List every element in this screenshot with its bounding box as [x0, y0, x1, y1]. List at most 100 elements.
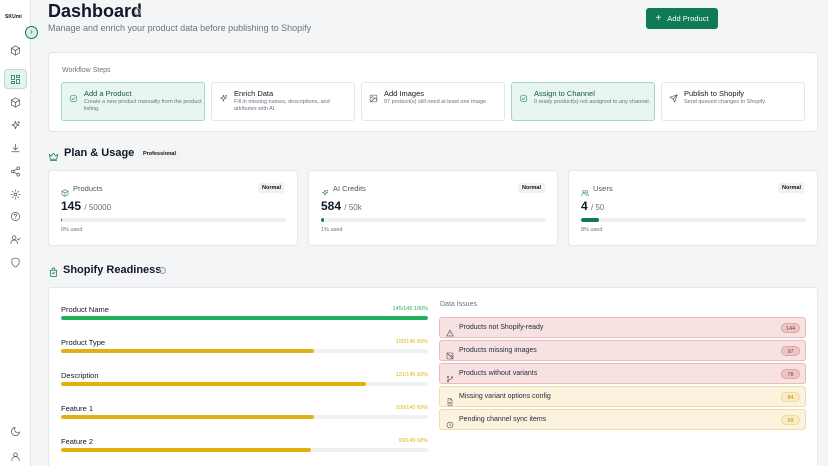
usage-count: 584: [321, 199, 342, 213]
sidebar-item-users[interactable]: [4, 229, 27, 249]
workflow-step-add-product[interactable]: Add a Product Create a new product manua…: [61, 82, 205, 121]
add-product-label: Add Product: [667, 14, 709, 23]
workflow-step-enrich-data[interactable]: Enrich Data Fill in missing names, descr…: [211, 82, 355, 121]
sidebar-item-products[interactable]: [4, 40, 27, 60]
usage-progress: [581, 218, 806, 222]
cube-icon: [11, 45, 20, 55]
workflow-step-publish[interactable]: Publish to Shopify Send queued changes t…: [661, 82, 805, 121]
sidebar-item-settings[interactable]: [4, 184, 27, 204]
usage-progress-fill: [321, 218, 324, 222]
sidebar-item-help[interactable]: [4, 206, 27, 226]
field-name: Product Type: [61, 338, 106, 347]
theme-toggle-icon: [11, 426, 20, 436]
data-issues-title: Data Issues: [440, 301, 477, 308]
issue-count-badge: 144: [781, 323, 800, 333]
readiness-panel: Product Name 145/145 100% Product Type 1…: [48, 287, 818, 466]
issue-count-badge: 69: [781, 415, 800, 425]
usage-percent: 8% used: [581, 227, 603, 233]
issue-missing-images[interactable]: Products missing images 97: [439, 340, 806, 361]
field-name: Feature 1: [61, 404, 94, 413]
add-product-button[interactable]: + Add Product: [646, 8, 718, 29]
field-progress: [61, 316, 428, 320]
sidebar: SKUmi: [0, 0, 31, 466]
sidebar-item-channels[interactable]: [4, 161, 27, 181]
issue-label: Products missing images: [459, 347, 537, 354]
user-check-icon: [10, 234, 21, 244]
info-icon[interactable]: ⓘ: [159, 267, 166, 274]
plan-usage-title: Plan & Usage: [64, 147, 135, 159]
sidebar-collapse-button[interactable]: ›: [25, 26, 38, 39]
sidebar-item-enrich[interactable]: [4, 115, 27, 135]
file-icon: [446, 393, 454, 406]
page-title: Dashboard: [48, 1, 143, 21]
theme-toggle[interactable]: [4, 421, 27, 441]
issue-label: Pending channel sync items: [459, 416, 547, 423]
field-progress: [61, 415, 428, 419]
sidebar-item-dashboard[interactable]: [4, 69, 27, 89]
shopify-readiness-title: Shopify Readiness: [63, 264, 162, 276]
usage-progress: [61, 218, 286, 222]
issue-label: Products without variants: [459, 370, 538, 377]
step-title: Add a Product: [84, 89, 132, 98]
field-count: 145/145 100%: [392, 306, 428, 312]
field-count: 100/145 69%: [395, 339, 428, 345]
status-badge: Normal: [258, 183, 285, 193]
usage-label: Products: [73, 184, 103, 193]
info-icon[interactable]: ⓘ: [134, 8, 141, 15]
usage-progress-fill: [61, 218, 62, 222]
usage-limit: / 50000: [84, 203, 112, 212]
field-progress-fill: [61, 448, 311, 452]
issue-without-variants[interactable]: Products without variants 78: [439, 363, 806, 384]
step-description: Fill in missing names, descriptions, and…: [234, 99, 330, 112]
field-progress-fill: [61, 349, 315, 353]
usage-value: 4 / 50: [581, 199, 604, 213]
usage-card-ai-credits: AI Credits Normal 584 / 50k 1% used: [308, 170, 558, 246]
step-description: Create a new product manually from the p…: [84, 99, 202, 112]
usage-percent: 1% used: [321, 227, 343, 233]
field-name: Product Name: [61, 305, 109, 314]
step-title: Assign to Channel: [534, 89, 595, 98]
field-count: 99/145 68%: [398, 438, 428, 444]
usage-value: 584 / 50k: [321, 199, 362, 213]
field-name: Description: [61, 371, 99, 380]
usage-card-products: Products Normal 145 / 50000 0% used: [48, 170, 298, 246]
download-icon: [11, 143, 20, 152]
issue-not-shopify-ready[interactable]: Products not Shopify-ready 144: [439, 317, 806, 338]
users-icon: [581, 184, 589, 197]
box-icon: [11, 97, 20, 107]
status-badge: Normal: [778, 183, 805, 193]
sparkles-icon: [219, 90, 228, 102]
step-description: 0 ready product(s) not assigned to any c…: [534, 99, 651, 105]
clock-icon: [446, 416, 454, 429]
field-progress: [61, 448, 428, 452]
sidebar-item-import[interactable]: [4, 138, 27, 158]
shopping-bag-icon: [48, 265, 59, 277]
usage-limit: / 50: [591, 203, 605, 212]
crown-icon: [48, 149, 59, 161]
field-progress: [61, 349, 428, 353]
app-logo[interactable]: SKUmi: [5, 14, 22, 20]
dashboard-icon: [11, 74, 20, 84]
issue-count-badge: 97: [781, 346, 800, 356]
sidebar-item-security[interactable]: [4, 252, 27, 272]
usage-progress-fill: [581, 218, 599, 222]
usage-count: 4: [581, 199, 588, 213]
image-off-icon: [446, 347, 454, 360]
page-subtitle: Manage and enrich your product data befo…: [48, 23, 312, 33]
workflow-step-add-images[interactable]: Add Images 97 product(s) still need at l…: [361, 82, 505, 121]
field-progress-fill: [61, 415, 315, 419]
issue-pending-sync[interactable]: Pending channel sync items 69: [439, 409, 806, 430]
usage-card-users: Users Normal 4 / 50 8% used: [568, 170, 818, 246]
user-menu[interactable]: [4, 446, 27, 466]
send-icon: [669, 90, 678, 103]
step-title: Add Images: [384, 89, 425, 98]
issue-missing-variant-options[interactable]: Missing variant options config 84: [439, 386, 806, 407]
help-icon: [11, 211, 20, 221]
sidebar-item-catalog[interactable]: [4, 92, 27, 112]
usage-label: Users: [593, 184, 613, 193]
workflow-step-assign-channel[interactable]: Assign to Channel 0 ready product(s) not…: [511, 82, 655, 121]
issue-label: Products not Shopify-ready: [459, 324, 544, 331]
issue-count-badge: 78: [781, 369, 800, 379]
field-count: 100/145 69%: [395, 405, 428, 411]
step-description: 97 product(s) still need at least one im…: [384, 99, 488, 105]
